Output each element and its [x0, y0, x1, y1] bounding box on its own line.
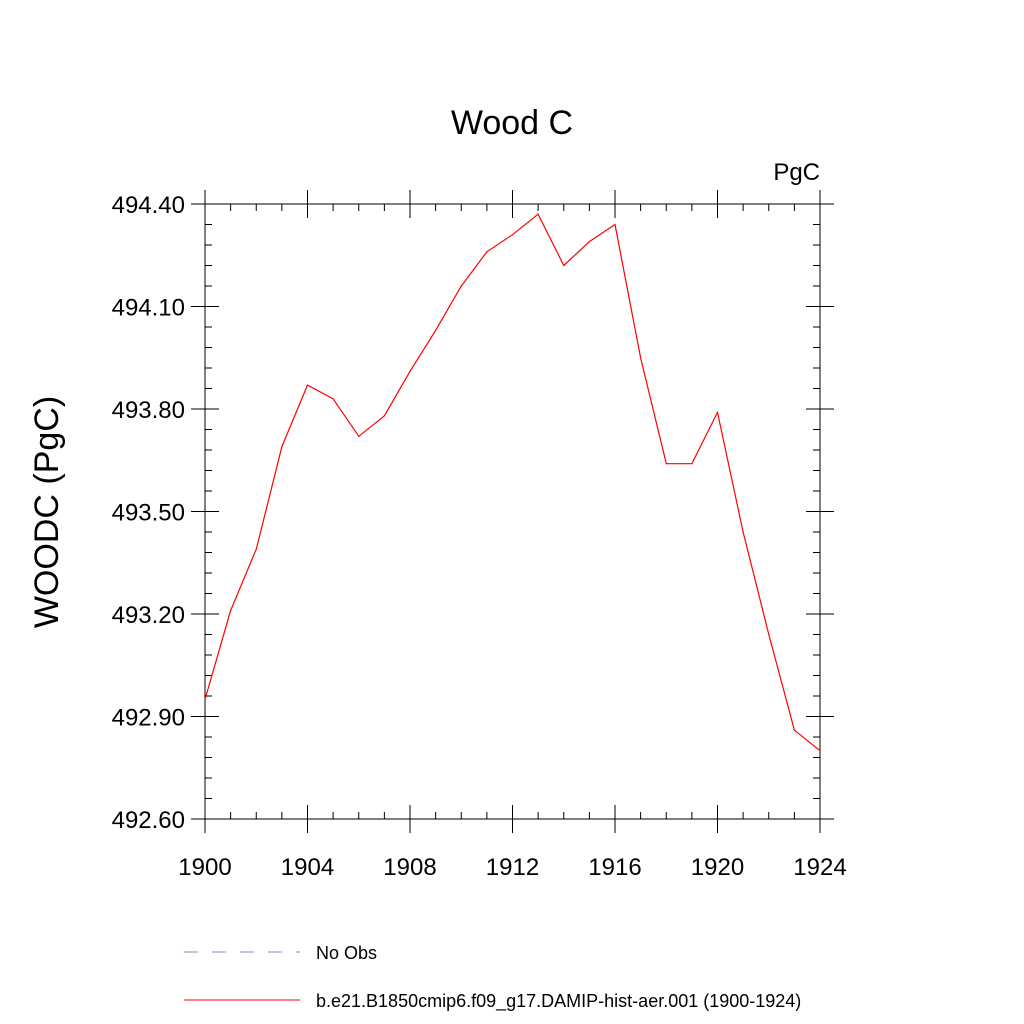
data-point — [204, 698, 206, 701]
data-point — [793, 729, 795, 731]
legend: No Obs b.e21.B1850cmip6.f09_g17.DAMIP-hi… — [184, 943, 801, 1012]
y-tick-label: 493.50 — [112, 500, 185, 527]
x-tick-label: 1924 — [793, 854, 846, 881]
data-point — [409, 370, 411, 373]
data-point — [716, 411, 719, 414]
data-point — [306, 384, 309, 386]
x-tick-label: 1908 — [383, 854, 436, 881]
legend-label-model: b.e21.B1850cmip6.f09_g17.DAMIP-hist-aer.… — [316, 991, 801, 1012]
x-tick-label: 1912 — [486, 854, 539, 881]
x-tick-label: 1920 — [691, 854, 744, 881]
data-point — [255, 548, 257, 550]
y-tick-label: 493.20 — [112, 602, 185, 629]
data-point — [665, 463, 667, 465]
data-point — [358, 435, 360, 437]
y-axis-label: WOODC (PgC) — [28, 396, 66, 628]
x-tick-label: 1916 — [588, 854, 641, 881]
y-tick-label: 492.90 — [112, 705, 185, 732]
data-point — [819, 750, 821, 752]
y-tick-label: 494.10 — [112, 295, 185, 322]
x-axis: 1900 1904 1908 1912 1916 1920 1924 — [178, 190, 847, 881]
data-point — [281, 445, 283, 448]
data-point — [614, 223, 616, 226]
data-point — [742, 531, 744, 533]
data-point — [435, 329, 437, 332]
series-line — [204, 213, 821, 752]
data-point — [486, 251, 488, 253]
x-tick-label: 1900 — [178, 854, 231, 881]
data-point — [691, 463, 693, 465]
units-label: PgC — [773, 159, 820, 186]
data-point — [511, 234, 514, 236]
y-tick-label: 492.60 — [112, 807, 185, 834]
data-point — [332, 398, 334, 400]
series-layer — [204, 213, 821, 752]
data-point — [640, 357, 642, 359]
data-point — [563, 264, 565, 267]
plot-frame — [204, 203, 821, 820]
data-point — [383, 415, 385, 417]
data-point — [768, 633, 770, 636]
data-point — [588, 240, 590, 243]
legend-label-no-obs: No Obs — [316, 943, 377, 963]
y-tick-label: 494.40 — [112, 192, 185, 219]
y-tick-label: 493.80 — [112, 397, 185, 424]
data-point — [460, 285, 462, 287]
data-point — [230, 609, 232, 612]
y-axis: 492.60 492.90 493.20 493.50 493.80 494.10 494.… — [112, 192, 834, 834]
data-point — [537, 213, 539, 215]
chart-title: Wood C — [451, 104, 573, 142]
x-tick-label: 1904 — [281, 854, 334, 881]
